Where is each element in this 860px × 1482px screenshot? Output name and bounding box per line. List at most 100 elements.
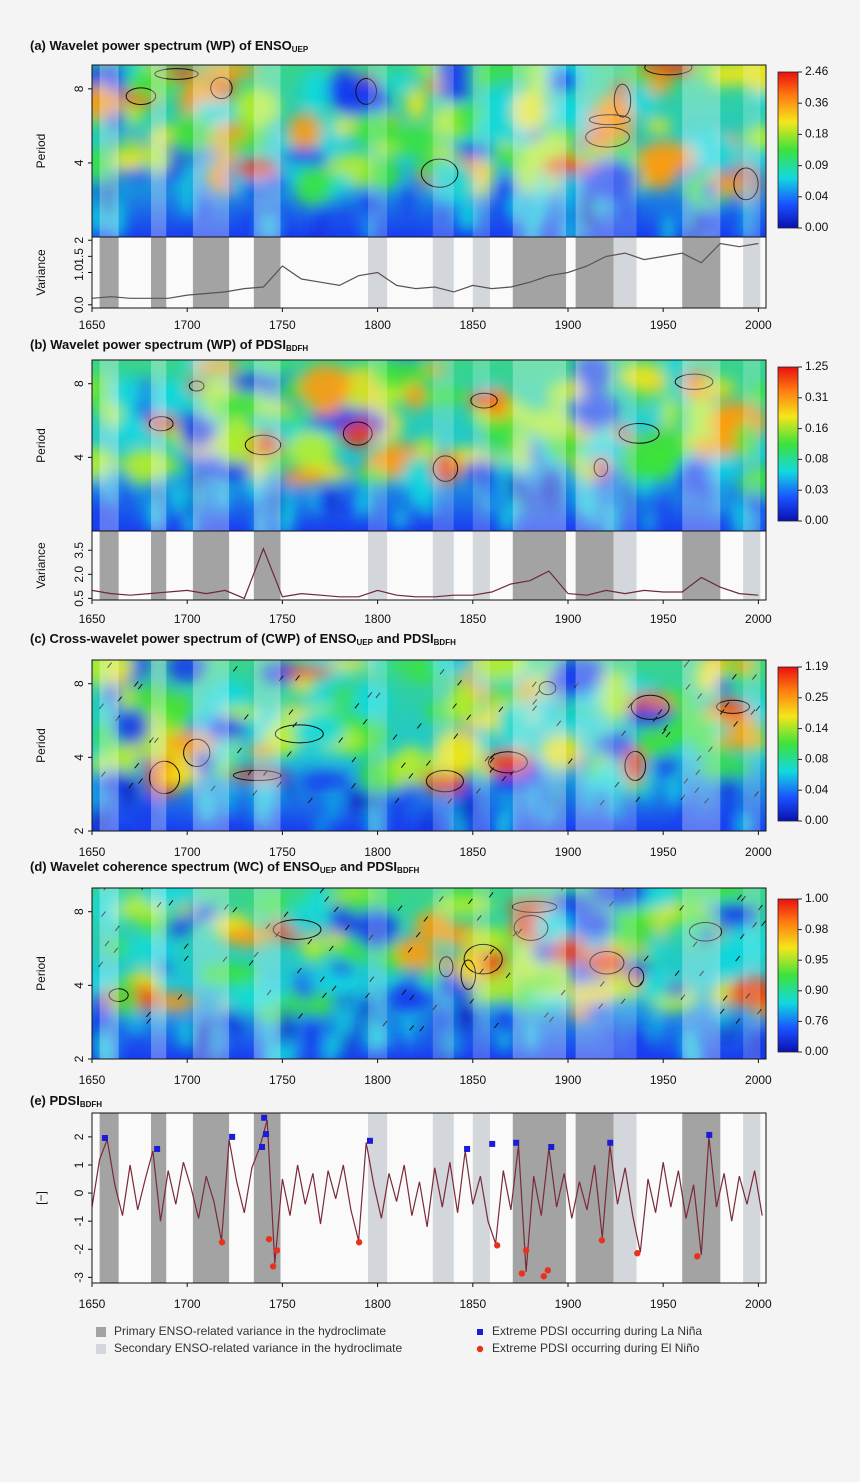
phase-arrow <box>680 994 686 1000</box>
x-tick-label: 1950 <box>650 1073 677 1087</box>
plot-frame <box>91 530 767 601</box>
significance-contour <box>588 114 631 126</box>
x-tick-label: 1800 <box>364 318 391 332</box>
shading-band <box>472 1113 490 1283</box>
heatmap-blob <box>574 360 611 394</box>
shading-band <box>613 65 637 237</box>
phase-arrow <box>319 888 325 894</box>
significance-contour <box>342 421 373 446</box>
shading-band <box>253 660 281 831</box>
x-tick-label: 1750 <box>269 612 296 626</box>
heatmap-blob <box>92 972 120 987</box>
heatmap-blob <box>198 961 259 987</box>
heatmap-blob <box>586 486 599 529</box>
extreme-point <box>263 1131 270 1138</box>
heatmap-blob <box>329 688 361 707</box>
extreme-point <box>261 1114 268 1121</box>
phase-arrow <box>496 965 501 971</box>
heatmap-blob <box>292 712 346 749</box>
heatmap-blob <box>465 199 479 232</box>
extreme-point <box>355 1239 363 1246</box>
phase-arrow <box>489 767 495 773</box>
shading-band <box>512 360 567 531</box>
heatmap-blob <box>716 733 766 749</box>
phase-arrow <box>731 674 737 680</box>
heatmap-blob <box>261 360 291 375</box>
heatmap-blob <box>224 983 271 1013</box>
heatmap-blob <box>283 665 334 678</box>
heatmap-blob <box>305 414 356 429</box>
heatmap-blob <box>120 448 173 482</box>
heatmap-blob <box>277 1038 294 1059</box>
phase-arrow <box>685 684 691 690</box>
heatmap-blob <box>92 86 121 118</box>
phase-arrow <box>627 702 633 709</box>
shading-band <box>151 360 167 531</box>
shading-band <box>192 660 230 831</box>
heatmap-blob <box>618 363 665 390</box>
y-tick-label: 2 <box>72 827 86 834</box>
heatmap-blob <box>206 714 235 741</box>
phase-arrow <box>98 961 104 968</box>
significance-contour <box>125 87 157 106</box>
shading-band <box>682 660 721 831</box>
heatmap-blob <box>406 87 427 121</box>
significance-contour <box>628 966 645 988</box>
phase-arrow <box>177 994 183 1000</box>
heatmap-blob <box>370 360 430 390</box>
heatmap-blob <box>415 387 469 405</box>
shading-band <box>253 360 281 531</box>
significance-contour <box>460 959 476 990</box>
x-tick-label: 1850 <box>459 845 486 859</box>
shading-band <box>432 360 454 531</box>
shading-band <box>368 531 388 600</box>
heatmap-blob <box>148 379 190 420</box>
shading-band <box>575 660 614 831</box>
heatmap-blob <box>92 999 104 1037</box>
heatmap-blob <box>106 140 144 154</box>
phase-arrow <box>614 781 620 788</box>
colorbar-label: 0.18 <box>805 127 829 141</box>
heatmap-blob <box>564 146 611 161</box>
shading-band <box>99 888 119 1059</box>
phase-arrow <box>719 1008 725 1015</box>
title-part: (d) Wavelet coherence spectrum (WC) of E… <box>30 859 320 874</box>
significance-contour <box>644 65 693 76</box>
colorbar-label: 0.98 <box>805 922 829 936</box>
heatmap-blob <box>304 1016 320 1059</box>
heatmap-blob <box>92 180 97 202</box>
shading-band <box>432 531 454 600</box>
heatmap-blob <box>301 936 327 961</box>
shading-band <box>613 360 637 531</box>
y-tick-label: 1.5 <box>72 248 86 265</box>
heatmap-blob <box>442 1033 450 1059</box>
panel-title: (c) Cross-wavelet power spectrum of (CWP… <box>30 631 456 647</box>
shading-band <box>151 660 167 831</box>
heatmap-blob <box>604 1023 618 1054</box>
phase-arrow <box>439 669 445 675</box>
heatmap-blob <box>543 467 558 513</box>
heatmap-blob <box>103 467 112 502</box>
phase-arrow <box>497 660 499 661</box>
heatmap-blob <box>541 157 590 176</box>
phase-arrow <box>266 989 272 996</box>
shading-band <box>368 65 388 237</box>
shading-band <box>151 888 167 1059</box>
x-tick-label: 1850 <box>459 612 486 626</box>
heatmap-blob <box>698 756 751 779</box>
x-tick-label: 1900 <box>555 845 582 859</box>
phase-arrow <box>697 693 703 699</box>
shading-band <box>682 237 721 308</box>
data-line <box>92 547 759 600</box>
heatmap-blob <box>146 414 177 433</box>
heatmap-blob <box>643 509 652 531</box>
phase-arrow <box>620 998 626 1005</box>
phase-arrow <box>278 675 284 682</box>
y-axis-label: Period <box>34 956 48 991</box>
phase-arrow <box>276 781 282 788</box>
heatmap-blob <box>489 65 539 76</box>
heatmap-blob <box>548 68 578 93</box>
data-line <box>92 1119 763 1272</box>
colorbar-label: 1.00 <box>805 891 829 905</box>
heatmap-blob <box>733 202 745 237</box>
